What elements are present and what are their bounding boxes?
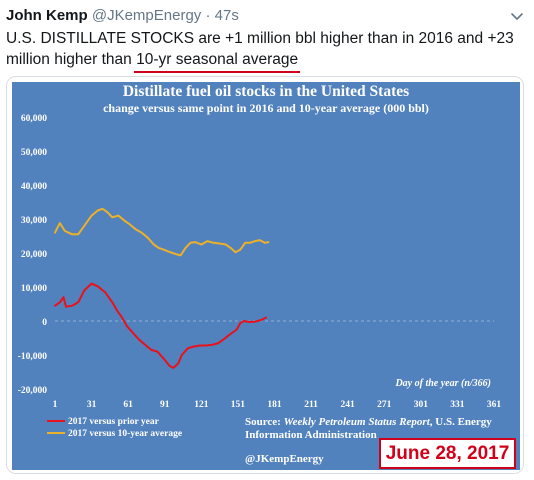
source-publication: Weekly Petroleum Status Report	[284, 416, 431, 428]
y-tick-label: 50,000	[21, 148, 47, 158]
chart-credit: @JKempEnergy	[245, 453, 324, 465]
source-line-2: Information Administration	[245, 429, 377, 441]
x-tick-label: 301	[414, 400, 429, 410]
y-tick-label: -10,000	[18, 352, 48, 362]
tweet-text-line-2-prefix: million higher than	[6, 51, 137, 68]
chevron-down-icon[interactable]	[508, 7, 526, 25]
legend-label: 2017 versus prior year	[68, 417, 160, 427]
y-tick-label: 10,000	[21, 284, 47, 294]
y-tick-label: -20,000	[18, 386, 48, 396]
chart: Distillate fuel oil stocks in the United…	[7, 77, 523, 473]
y-tick-label: 60,000	[21, 114, 47, 124]
chart-subtitle: change versus same point in 2016 and 10-…	[103, 101, 429, 115]
x-tick-label: 361	[487, 400, 502, 410]
source-suffix: , U.S. Energy	[430, 416, 493, 428]
x-tick-label: 211	[304, 400, 318, 410]
x-tick-label: 331	[450, 400, 465, 410]
tweet-text-line-2: million higher than 10-yr seasonal avera…	[6, 49, 516, 73]
series-line-1	[54, 207, 270, 257]
x-tick-label: 91	[160, 400, 170, 410]
x-tick-label: 61	[123, 400, 133, 410]
author-name[interactable]: John Kemp	[6, 7, 88, 24]
tweet-text: U.S. DISTILLATE STOCKS are +1 million bb…	[6, 28, 516, 73]
x-tick-label: 1	[53, 400, 58, 410]
y-tick-label: 30,000	[21, 216, 47, 226]
date-annotation: June 28, 2017	[385, 443, 510, 464]
x-axis-label: Day of the year (n/366)	[394, 378, 491, 389]
chart-title: Distillate fuel oil stocks in the United…	[123, 83, 409, 100]
underlined-phrase: 10-yr seasonal average	[134, 51, 301, 73]
x-tick-label: 121	[194, 400, 209, 410]
tweet-header: John Kemp @JKempEnergy · 47s	[6, 7, 528, 27]
tweet-text-line-1: U.S. DISTILLATE STOCKS are +1 million bb…	[6, 30, 514, 47]
x-tick-label: 31	[87, 400, 97, 410]
x-tick-label: 151	[231, 400, 246, 410]
tweet-media-image[interactable]: Distillate fuel oil stocks in the United…	[6, 76, 524, 474]
series-line-0	[54, 282, 267, 369]
legend-label: 2017 versus 10-year average	[68, 429, 182, 439]
x-tick-label: 271	[377, 400, 392, 410]
tweet-separator: ·	[205, 7, 211, 24]
y-tick-label: 40,000	[21, 182, 47, 192]
x-tick-label: 181	[267, 400, 282, 410]
source-line-1: Source: Weekly Petroleum Status Report, …	[245, 416, 492, 428]
author-handle[interactable]: @JKempEnergy	[91, 7, 202, 24]
tweet-timestamp[interactable]: 47s	[214, 7, 239, 24]
y-tick-label: 20,000	[21, 250, 47, 260]
y-tick-label: 0	[42, 318, 47, 328]
source-prefix: Source:	[245, 416, 284, 428]
date-annotation-box: June 28, 2017	[379, 438, 516, 469]
x-tick-label: 241	[341, 400, 356, 410]
chart-background	[12, 82, 520, 470]
